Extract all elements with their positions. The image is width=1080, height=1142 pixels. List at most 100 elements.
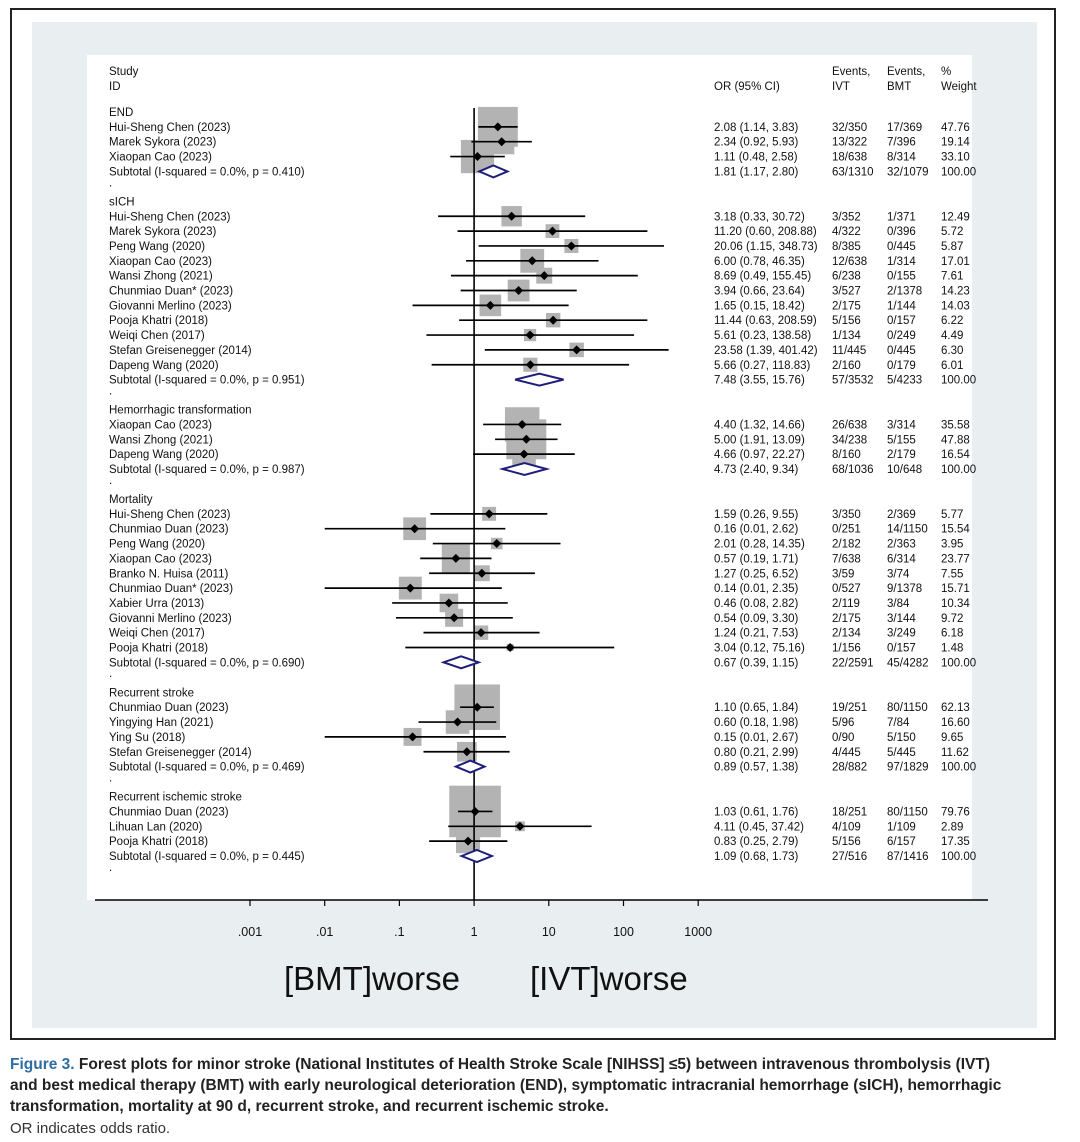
- weight-value: 10.34: [941, 598, 970, 610]
- events-bmt: 80/1150: [887, 806, 928, 818]
- point-estimate: [515, 821, 525, 831]
- figure-frame: [10, 8, 1056, 1040]
- weight-value: 6.30: [941, 345, 963, 357]
- events-bmt: 2/363: [887, 539, 916, 551]
- or-ci-value: 5.61 (0.23, 138.58): [714, 330, 811, 342]
- study-label: Chunmiao Duan* (2023): [109, 286, 233, 298]
- or-ci-value: 4.11 (0.45, 37.42): [714, 821, 804, 833]
- events-bmt: 3/74: [887, 568, 910, 580]
- subtotal-weight: 100.00: [941, 851, 976, 863]
- events-ivt: 12/638: [832, 256, 867, 268]
- study-label: Weiqi Chen (2017): [109, 628, 205, 640]
- or-ci-value: 2.01 (0.28, 14.35): [714, 539, 805, 551]
- events-ivt: 26/638: [832, 419, 867, 431]
- subtotal-events-ivt: 63/1310: [832, 166, 874, 178]
- point-estimate: [463, 836, 473, 846]
- weight-value: 19.14: [941, 137, 970, 149]
- weight-value: 79.76: [941, 806, 970, 818]
- subtotal-events-bmt: 45/4282: [887, 657, 929, 669]
- events-bmt: 1/109: [887, 821, 916, 833]
- or-ci-value: 3.18 (0.33, 30.72): [714, 211, 805, 223]
- subtotal-label: Subtotal (I-squared = 0.0%, p = 0.951): [109, 375, 305, 387]
- point-estimate: [451, 553, 461, 563]
- events-bmt: 3/144: [887, 613, 916, 625]
- events-ivt: 1/134: [832, 330, 861, 342]
- plot-region: [87, 55, 972, 900]
- events-ivt: 1/156: [832, 643, 861, 655]
- weight-value: 4.49: [941, 330, 963, 342]
- study-label: Giovanni Merlino (2023): [109, 300, 232, 312]
- events-ivt: 0/527: [832, 583, 861, 595]
- axis-title-ivt-worse: [IVT]worse: [530, 960, 688, 997]
- x-tick-label: 1000: [684, 925, 712, 939]
- x-tick-label: .001: [238, 925, 262, 939]
- events-bmt: 6/314: [887, 553, 916, 565]
- point-estimate: [521, 434, 531, 444]
- group-separator: .: [109, 772, 112, 784]
- header-weight-sub: Weight: [941, 81, 977, 93]
- point-estimate: [547, 226, 557, 236]
- study-label: Chunmiao Duan (2023): [109, 702, 229, 714]
- weight-value: 5.72: [941, 226, 963, 238]
- weight-value: 17.01: [941, 256, 970, 268]
- study-label: Stefan Greisenegger (2014): [109, 747, 252, 759]
- point-estimate: [405, 583, 415, 593]
- study-label: Stefan Greisenegger (2014): [109, 345, 252, 357]
- weight-value: 7.55: [941, 568, 963, 580]
- events-ivt: 2/182: [832, 539, 861, 551]
- events-bmt: 3/314: [887, 419, 916, 431]
- weight-value: 17.35: [941, 836, 970, 848]
- events-bmt: 7/84: [887, 717, 910, 729]
- or-ci-value: 11.20 (0.60, 208.88): [714, 226, 817, 238]
- or-ci-value: 1.10 (0.65, 1.84): [714, 702, 799, 714]
- subtotal-or-ci: 0.67 (0.39, 1.15): [714, 657, 799, 669]
- weight-value: 1.48: [941, 643, 963, 655]
- or-ci-value: 4.40 (1.32, 14.66): [714, 419, 805, 431]
- or-ci-value: 11.44 (0.63, 208.59): [714, 315, 817, 327]
- subtotal-weight: 100.00: [941, 657, 976, 669]
- or-ci-value: 0.83 (0.25, 2.79): [714, 836, 799, 848]
- caption-note: OR indicates odds ratio.: [10, 1120, 171, 1137]
- weight-value: 15.71: [941, 583, 970, 595]
- study-label: Hui-Sheng Chen (2023): [109, 509, 231, 521]
- subtotal-events-bmt: 32/1079: [887, 166, 929, 178]
- events-ivt: 19/251: [832, 702, 867, 714]
- subtotal-diamond: [476, 164, 511, 179]
- header-id: ID: [109, 81, 121, 93]
- events-ivt: 18/251: [832, 806, 867, 818]
- group-label: END: [109, 107, 133, 119]
- or-ci-value: 0.60 (0.18, 1.98): [714, 717, 799, 729]
- events-ivt: 5/156: [832, 836, 861, 848]
- weight-value: 6.01: [941, 360, 963, 372]
- subtotal-weight: 100.00: [941, 375, 976, 387]
- subtotal-events-ivt: 68/1036: [832, 464, 874, 476]
- events-bmt: 9/1378: [887, 583, 922, 595]
- or-ci-value: 0.46 (0.08, 2.82): [714, 598, 799, 610]
- events-bmt: 7/396: [887, 137, 916, 149]
- events-bmt: 0/155: [887, 271, 916, 283]
- study-label: Ying Su (2018): [109, 732, 185, 744]
- point-estimate: [493, 122, 503, 132]
- study-label: Weiqi Chen (2017): [109, 330, 205, 342]
- or-ci-value: 2.08 (1.14, 3.83): [714, 122, 799, 134]
- events-ivt: 3/59: [832, 568, 854, 580]
- group-label: Hemorrhagic transformation: [109, 405, 252, 417]
- subtotal-label: Subtotal (I-squared = 0.0%, p = 0.690): [109, 657, 305, 669]
- subtotal-label: Subtotal (I-squared = 0.0%, p = 0.445): [109, 851, 305, 863]
- point-estimate: [408, 732, 418, 742]
- events-ivt: 7/638: [832, 553, 861, 565]
- point-estimate: [444, 598, 454, 608]
- group-label: Recurrent stroke: [109, 687, 194, 699]
- events-ivt: 3/352: [832, 211, 861, 223]
- or-ci-value: 4.66 (0.97, 22.27): [714, 449, 805, 461]
- weight-value: 33.10: [941, 152, 970, 164]
- subtotal-or-ci: 4.73 (2.40, 9.34): [714, 464, 799, 476]
- or-ci-value: 0.16 (0.01, 2.62): [714, 524, 799, 536]
- weight-value: 5.87: [941, 241, 963, 253]
- study-label: Xiaopan Cao (2023): [109, 152, 212, 164]
- x-tick-label: 100: [613, 925, 634, 939]
- group-label: Mortality: [109, 494, 153, 506]
- point-estimate: [566, 241, 576, 251]
- point-estimate: [484, 509, 494, 519]
- group-separator: .: [109, 862, 112, 874]
